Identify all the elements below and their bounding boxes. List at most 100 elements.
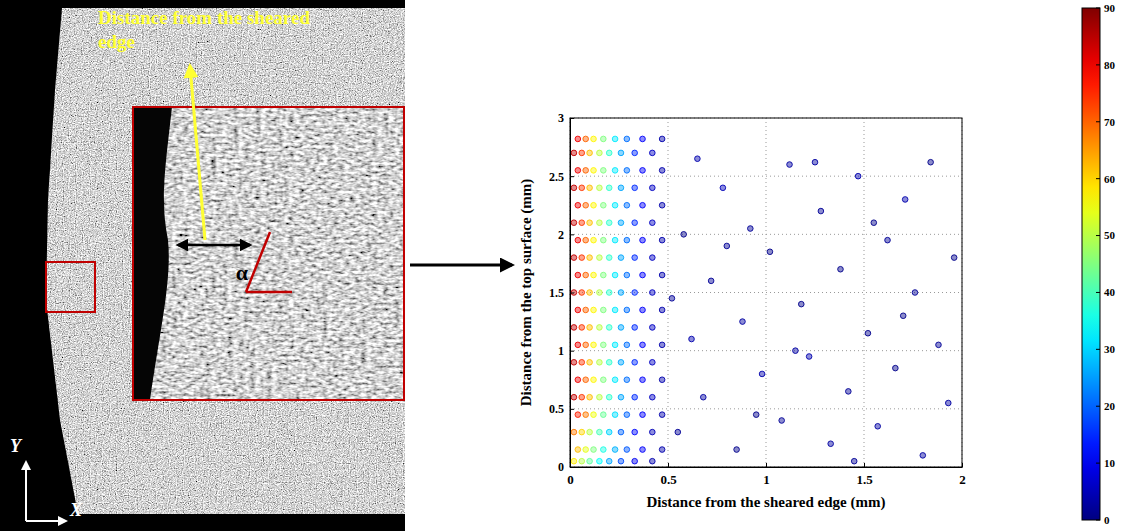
x-tick-mark <box>668 463 669 467</box>
point <box>583 307 589 313</box>
point <box>606 458 612 464</box>
point <box>579 150 585 156</box>
plot-frame <box>570 118 962 467</box>
point <box>851 458 857 464</box>
y-tick: 1.5 <box>549 286 574 300</box>
point <box>640 377 646 383</box>
point <box>640 168 646 174</box>
point <box>902 197 908 203</box>
point <box>669 296 675 302</box>
point <box>612 377 618 383</box>
point <box>575 377 581 383</box>
point <box>806 354 812 360</box>
y-tick-label: 3 <box>558 111 564 125</box>
point <box>601 447 607 453</box>
point <box>575 412 581 418</box>
x-tick: 0.5 <box>660 463 677 487</box>
point <box>650 360 656 366</box>
angle-line <box>246 232 270 292</box>
point <box>612 136 618 142</box>
point <box>606 325 612 331</box>
y-tick-label: 0.5 <box>549 402 564 416</box>
point <box>885 237 891 243</box>
point <box>612 168 618 174</box>
colorbar-tick <box>1096 349 1100 350</box>
point <box>583 377 589 383</box>
point <box>583 136 589 142</box>
point <box>579 255 585 261</box>
point <box>579 429 585 435</box>
point <box>632 220 638 226</box>
point <box>591 307 597 313</box>
point <box>632 394 638 400</box>
point <box>818 208 824 214</box>
point <box>900 313 906 319</box>
point <box>606 220 612 226</box>
point <box>612 202 618 208</box>
point <box>579 360 585 366</box>
x-tick: 1 <box>763 463 770 487</box>
x-indicator <box>26 520 66 522</box>
point <box>601 272 607 278</box>
point <box>597 150 603 156</box>
x-indicator-label: X <box>69 500 83 520</box>
point <box>767 249 773 255</box>
point <box>597 394 603 400</box>
y-grid-line <box>570 176 962 177</box>
specimen <box>0 0 405 531</box>
point <box>624 412 630 418</box>
point <box>787 162 793 168</box>
point <box>695 156 701 162</box>
point <box>601 237 607 243</box>
point <box>583 237 589 243</box>
point <box>640 237 646 243</box>
point <box>606 185 612 191</box>
point <box>591 168 597 174</box>
colorbar-tick <box>1096 463 1100 464</box>
point <box>650 185 656 191</box>
point <box>612 237 618 243</box>
point <box>700 394 706 400</box>
point <box>601 136 607 142</box>
point <box>624 237 630 243</box>
distance-arrow <box>178 244 250 247</box>
point <box>606 290 612 296</box>
point <box>597 325 603 331</box>
point <box>724 243 730 249</box>
point <box>893 365 899 371</box>
point <box>846 389 852 395</box>
point <box>612 412 618 418</box>
point <box>571 429 577 435</box>
y-tick-mark <box>570 293 574 294</box>
x-tick-label: 1.5 <box>856 472 873 487</box>
annotation-arrow <box>190 66 205 240</box>
point <box>606 394 612 400</box>
point <box>659 342 665 348</box>
point <box>798 301 804 307</box>
point <box>583 447 589 453</box>
point <box>828 441 834 447</box>
point <box>579 325 585 331</box>
point <box>748 226 754 232</box>
point <box>591 272 597 278</box>
point <box>587 150 593 156</box>
point <box>632 360 638 366</box>
x-tick-mark <box>864 463 865 467</box>
x-axis: 00.511.52 <box>567 463 966 487</box>
point <box>920 453 926 459</box>
y-grid-line <box>570 408 962 409</box>
point <box>579 458 585 464</box>
point <box>579 290 585 296</box>
x-tick-mark <box>962 463 963 467</box>
point <box>753 412 759 418</box>
point <box>597 429 603 435</box>
point <box>612 447 618 453</box>
point <box>571 255 577 261</box>
point <box>601 168 607 174</box>
point <box>659 168 665 174</box>
x-grid-line <box>668 118 669 467</box>
point <box>601 342 607 348</box>
point <box>618 394 624 400</box>
points <box>571 136 957 464</box>
point <box>659 237 665 243</box>
